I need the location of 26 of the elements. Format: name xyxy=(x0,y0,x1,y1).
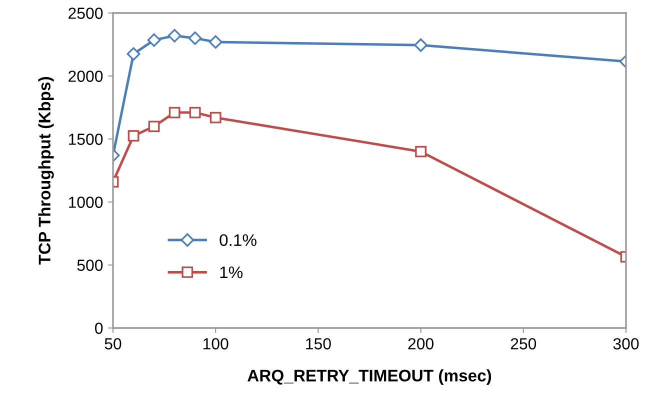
y-tick-label: 2000 xyxy=(68,70,103,82)
point xyxy=(168,28,182,42)
y-tick-label: 0 xyxy=(95,322,103,334)
x-tick-label: 50 xyxy=(104,338,122,350)
x-axis-title: ARQ_RETRY_TIMEOUT (msec) xyxy=(248,369,492,385)
y-tick-label: 1500 xyxy=(68,134,103,145)
point xyxy=(188,31,202,45)
x-tick-label: 150 xyxy=(306,338,331,350)
x-tick-label: 250 xyxy=(510,338,536,350)
point xyxy=(168,106,180,118)
x-tick-label: 200 xyxy=(408,338,434,350)
point xyxy=(189,106,201,118)
point xyxy=(128,130,140,142)
y-tick-label: 1000 xyxy=(68,196,103,208)
point xyxy=(208,35,222,49)
point xyxy=(148,120,160,132)
point xyxy=(210,112,222,124)
legend-label: 1% xyxy=(220,266,243,278)
y-tick-label: 500 xyxy=(77,260,103,271)
point xyxy=(126,47,140,61)
y-axis-title: TCP Throughput (Kbps) xyxy=(38,77,54,265)
y-tick-label: 2500 xyxy=(68,8,103,19)
point xyxy=(147,33,161,47)
legend-label: 0.1% xyxy=(220,234,256,246)
x-tick-label: 100 xyxy=(203,338,228,350)
x-tick-label: 300 xyxy=(613,338,639,350)
